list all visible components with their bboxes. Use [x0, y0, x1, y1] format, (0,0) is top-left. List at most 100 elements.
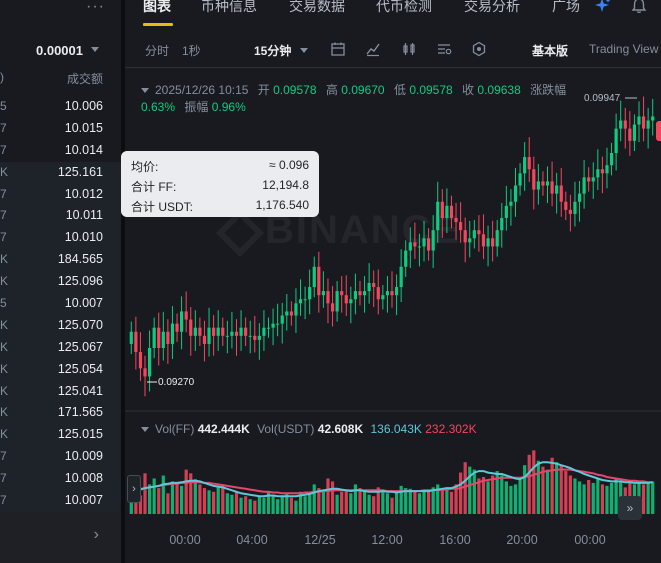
candle[interactable] — [472, 220, 476, 249]
candle[interactable] — [454, 202, 458, 240]
candle[interactable] — [449, 195, 454, 229]
candle[interactable] — [591, 162, 595, 199]
candle[interactable] — [637, 101, 641, 143]
candle[interactable] — [646, 107, 650, 149]
trade-row[interactable]: 7 10.008 — [0, 468, 121, 491]
candle[interactable] — [198, 317, 202, 346]
bell-icon[interactable] — [630, 0, 648, 15]
trade-row[interactable]: 7 10.007 — [0, 490, 121, 512]
candle[interactable] — [440, 189, 444, 238]
sparkle-icon[interactable] — [594, 0, 612, 15]
chevron-right-icon[interactable]: › — [93, 526, 99, 543]
candle[interactable] — [422, 220, 426, 262]
candle[interactable] — [605, 147, 609, 189]
candle[interactable] — [541, 171, 545, 196]
trade-row[interactable]: K 171.565 — [0, 402, 121, 425]
candle[interactable] — [619, 100, 623, 142]
price-chart[interactable] — [125, 68, 661, 528]
trade-row[interactable]: 7 10.014 — [0, 140, 121, 162]
candle[interactable] — [147, 330, 152, 392]
candle[interactable] — [358, 280, 362, 306]
candle[interactable] — [564, 191, 568, 221]
candle[interactable] — [623, 107, 627, 149]
chart-area[interactable]: BINANCE 2025/12/26 10:15 开 0.09578 高 0.0… — [125, 68, 661, 563]
candle[interactable] — [385, 276, 390, 313]
candle[interactable] — [609, 142, 614, 176]
candle[interactable] — [381, 285, 385, 310]
drawing-tools-icon[interactable] — [436, 41, 452, 57]
candle[interactable] — [568, 194, 572, 232]
candle[interactable] — [285, 293, 289, 331]
candle[interactable] — [614, 113, 618, 171]
candle[interactable] — [248, 320, 252, 354]
trade-row[interactable]: 7 10.011 — [0, 205, 121, 228]
candle[interactable] — [212, 315, 216, 356]
candle[interactable] — [436, 181, 440, 243]
candle[interactable] — [202, 320, 207, 362]
trade-row[interactable]: K 184.565 — [0, 249, 121, 272]
candle[interactable] — [367, 263, 371, 304]
candle[interactable] — [513, 168, 518, 217]
candle[interactable] — [582, 159, 586, 209]
candle[interactable] — [349, 286, 353, 324]
more-options-icon[interactable]: ··· — [86, 0, 105, 15]
candle[interactable] — [577, 181, 582, 222]
candle[interactable] — [459, 202, 463, 243]
trade-row[interactable]: K 125.015 — [0, 424, 121, 447]
trade-row[interactable]: K 125.067 — [0, 336, 121, 359]
candle[interactable] — [504, 185, 508, 231]
candle[interactable] — [445, 188, 449, 234]
candle[interactable] — [308, 269, 312, 315]
chevron-down-icon[interactable] — [91, 47, 99, 52]
candle[interactable] — [312, 256, 316, 298]
candle[interactable] — [353, 273, 358, 315]
scroll-to-latest-button[interactable]: » — [618, 496, 642, 520]
candle[interactable] — [266, 317, 271, 338]
candle[interactable] — [628, 111, 632, 156]
candle[interactable] — [294, 288, 298, 333]
candle[interactable] — [321, 271, 325, 308]
trade-row[interactable]: 7 10.009 — [0, 446, 121, 469]
candle[interactable] — [390, 271, 394, 308]
candle[interactable] — [413, 222, 417, 260]
candle[interactable] — [161, 311, 165, 361]
candle[interactable] — [257, 323, 261, 360]
candlestick-type-icon[interactable] — [401, 41, 417, 57]
candle[interactable] — [477, 215, 481, 252]
candle[interactable] — [193, 310, 197, 351]
candle[interactable] — [230, 311, 234, 349]
candle[interactable] — [651, 98, 655, 136]
candle[interactable] — [253, 315, 257, 353]
trade-row[interactable]: 7 10.012 — [0, 183, 121, 206]
candle[interactable] — [335, 280, 339, 322]
candle[interactable] — [509, 189, 513, 226]
candle[interactable] — [330, 285, 335, 327]
candle[interactable] — [129, 321, 133, 355]
candle[interactable] — [221, 317, 225, 346]
candle[interactable] — [189, 306, 193, 356]
candle[interactable] — [170, 306, 175, 359]
candle[interactable] — [262, 310, 266, 351]
candle[interactable] — [536, 163, 540, 205]
candle[interactable] — [417, 233, 422, 267]
candle[interactable] — [271, 308, 275, 346]
candle[interactable] — [468, 220, 472, 258]
candle[interactable] — [234, 319, 239, 356]
candle[interactable] — [303, 286, 307, 320]
candle[interactable] — [225, 320, 229, 354]
candle[interactable] — [573, 181, 577, 227]
candle[interactable] — [138, 332, 143, 381]
candle[interactable] — [344, 275, 348, 316]
candle[interactable] — [362, 276, 367, 313]
candle[interactable] — [298, 279, 303, 316]
candle[interactable] — [486, 225, 490, 267]
candle[interactable] — [523, 142, 527, 191]
candle[interactable] — [326, 278, 330, 324]
collapse-volume-icon[interactable] — [141, 427, 149, 433]
candle[interactable] — [463, 217, 467, 263]
tab-trade-data[interactable]: 交易数据 — [289, 0, 345, 14]
indicator-icon[interactable] — [365, 41, 381, 57]
basic-version-button[interactable]: 基本版 — [532, 44, 569, 58]
precision-select[interactable]: 0.00001 — [36, 43, 83, 58]
trade-row[interactable]: 5 10.006 — [0, 96, 121, 118]
